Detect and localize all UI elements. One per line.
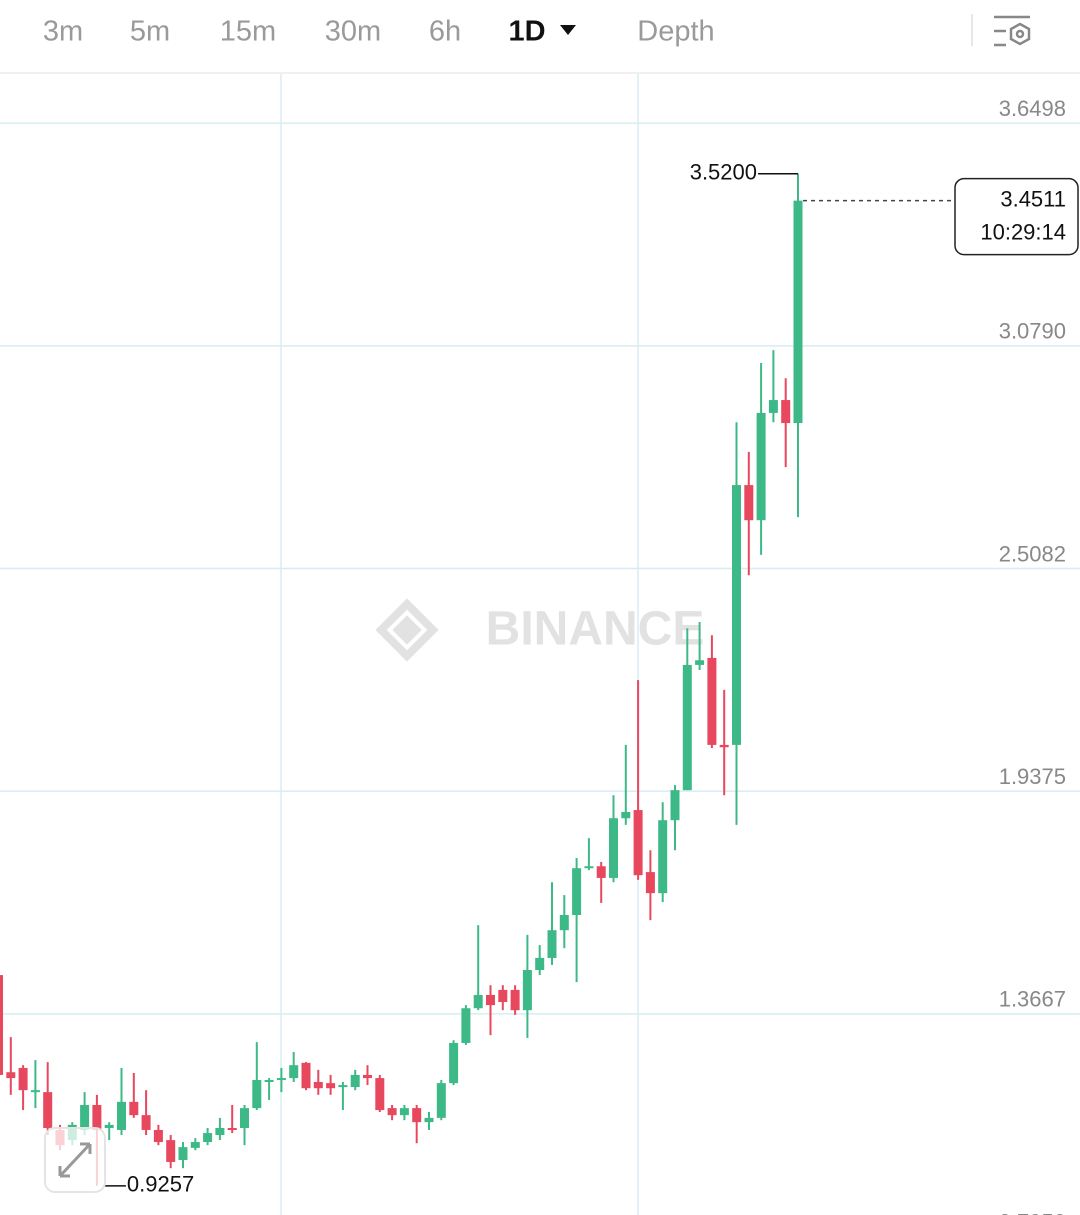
candle-body — [719, 744, 729, 748]
candle-body — [252, 1080, 262, 1109]
candle-body — [522, 970, 532, 1011]
candle-body — [363, 1074, 372, 1079]
candle-body — [609, 818, 618, 878]
candle-body — [621, 812, 631, 819]
candle-body — [473, 994, 483, 1009]
candle-body — [424, 1117, 434, 1123]
candle-body — [682, 664, 692, 791]
tab[interactable]: 5m — [130, 16, 170, 48]
candle-body — [399, 1108, 409, 1116]
candle-body — [732, 485, 741, 745]
y-tick-label: 1.9375 — [999, 764, 1066, 789]
watermark-logo — [375, 598, 439, 662]
candle-body — [658, 820, 668, 894]
candle-body — [30, 1090, 40, 1093]
tab[interactable]: 3m — [43, 16, 83, 48]
candle-body — [153, 1129, 163, 1143]
tab[interactable]: Depth — [637, 16, 714, 48]
candle-body — [313, 1081, 323, 1089]
candle-body — [215, 1128, 225, 1136]
candle-body — [301, 1062, 311, 1089]
countdown: 10:29:14 — [980, 219, 1066, 244]
min-label: 0.9257 — [127, 1172, 194, 1197]
settings-icon[interactable] — [994, 15, 1031, 47]
candle-body — [596, 866, 606, 878]
candle-body — [449, 1042, 459, 1084]
candle-body — [461, 1008, 471, 1043]
candle-body — [104, 1124, 114, 1129]
last-price-label: 3.4511 — [1000, 186, 1066, 211]
annotations: 3.5200 0.9257 3.4511 10:29:14 — [104, 160, 1079, 1197]
candle-body — [412, 1108, 422, 1123]
candle-body — [768, 400, 778, 413]
candle-body — [350, 1074, 360, 1088]
candle-body — [756, 412, 766, 521]
candle-body — [387, 1108, 397, 1116]
candle-body — [326, 1083, 336, 1089]
dropdown-arrow[interactable] — [560, 25, 576, 35]
candle-body — [781, 400, 791, 424]
tabs: 3m 5m 15m 30m 6h 1D Depth — [43, 16, 715, 48]
max-label: 3.5200 — [690, 160, 757, 185]
candle-body — [793, 200, 803, 424]
candle-body — [80, 1104, 90, 1130]
grid: 3.6498 3.0790 2.5082 1.9375 1.3667 0.7959 — [0, 96, 1080, 1215]
tab[interactable]: 1D — [508, 16, 545, 48]
candle-body — [227, 1128, 237, 1131]
tab[interactable]: 30m — [325, 16, 381, 48]
y-tick-label: 3.6498 — [999, 96, 1066, 121]
candle-body — [338, 1085, 348, 1088]
candle-body — [92, 1104, 102, 1130]
candle-body — [166, 1140, 176, 1162]
y-tick-label: 0.7959 — [999, 1209, 1066, 1215]
candle-body — [670, 790, 680, 821]
y-tick-label: 3.0790 — [999, 319, 1066, 344]
candle-body — [584, 866, 594, 869]
candle-body — [744, 485, 754, 521]
candle-body — [559, 914, 569, 931]
candle-body — [289, 1065, 299, 1079]
last-price-box — [954, 177, 1079, 256]
candle-body — [486, 994, 495, 1006]
y-tick-label: 1.3667 — [999, 987, 1066, 1012]
candle-body — [18, 1067, 28, 1091]
header — [0, 0, 1080, 72]
candle-body — [178, 1147, 188, 1160]
candle-body — [0, 975, 3, 1075]
candle-body — [129, 1101, 139, 1116]
candle-body — [264, 1080, 274, 1083]
candle-body — [535, 957, 545, 971]
candle-body — [695, 660, 705, 665]
candle-body — [203, 1133, 213, 1143]
candles — [0, 173, 803, 1186]
candle-body — [117, 1101, 126, 1130]
tab[interactable]: 6h — [429, 16, 461, 48]
candle-body — [707, 657, 717, 745]
tab[interactable]: 15m — [220, 16, 276, 48]
candle-body — [190, 1142, 200, 1148]
candle-body — [498, 989, 508, 1002]
watermark: BINANCE — [486, 603, 705, 656]
y-tick-label: 2.5082 — [999, 541, 1066, 566]
candle-body — [240, 1108, 249, 1129]
candle-body — [547, 930, 557, 958]
candle-body — [645, 872, 655, 894]
candle-body — [436, 1083, 446, 1118]
candle-body — [141, 1115, 151, 1130]
zoom-button[interactable] — [44, 1127, 106, 1193]
candle-body — [43, 1092, 53, 1129]
candle-body — [276, 1078, 286, 1081]
candle-body — [572, 868, 582, 915]
candle-body — [6, 1072, 16, 1079]
candle-body — [633, 810, 643, 876]
candle-body — [375, 1078, 385, 1111]
candle-body — [510, 989, 520, 1011]
